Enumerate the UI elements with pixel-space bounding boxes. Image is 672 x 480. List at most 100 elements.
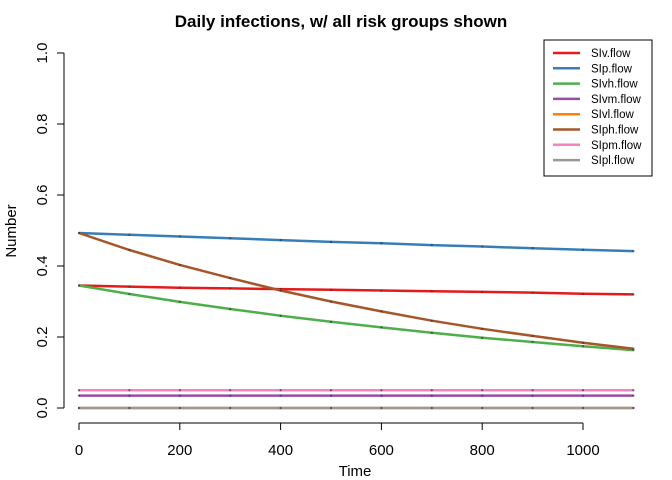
data-point: [77, 389, 81, 392]
data-point: [178, 300, 181, 303]
data-point: [581, 389, 585, 392]
data-point: [178, 263, 181, 267]
data-point: [481, 327, 484, 330]
data-point: [229, 389, 232, 392]
data-point: [178, 286, 181, 289]
data-point: [632, 389, 635, 392]
x-tick-label: 800: [470, 442, 495, 459]
x-axis-label: Time: [339, 463, 372, 480]
data-point: [581, 394, 585, 397]
legend-label: SIph.flow: [591, 125, 639, 137]
data-point: [329, 288, 333, 291]
data-point: [430, 389, 433, 392]
data-point: [128, 285, 131, 288]
legend-label: SIpm.flow: [591, 140, 642, 152]
data-point: [430, 331, 433, 334]
data-point: [279, 289, 282, 292]
data-point: [77, 394, 81, 397]
data-point: [581, 292, 585, 295]
series-line: [78, 231, 634, 350]
data-point: [632, 249, 635, 253]
legend-label: SIp.flow: [591, 63, 633, 75]
data-point: [632, 406, 635, 410]
data-point: [430, 290, 433, 293]
data-point: [481, 406, 484, 410]
data-point: [178, 394, 181, 397]
data-point: [329, 406, 333, 410]
data-point: [380, 242, 383, 245]
series-line: [78, 284, 634, 296]
data-point: [380, 406, 383, 410]
data-point: [380, 389, 383, 392]
y-tick-label: 0.0: [34, 398, 51, 419]
data-point: [128, 389, 131, 392]
data-point: [430, 394, 433, 397]
data-point: [229, 406, 232, 410]
data-point: [581, 248, 585, 251]
data-point: [229, 237, 232, 240]
x-tick-label: 200: [167, 442, 192, 459]
x-tick-label: 1000: [566, 442, 599, 459]
data-point: [329, 389, 333, 392]
y-tick-label: 0.8: [34, 114, 51, 135]
axes: 0 200 400 600 800 1000 0.0 0.2 0.4 0.6 0.8 1.0: [34, 43, 600, 459]
series-line: [78, 231, 634, 253]
legend-label: SIvm.flow: [591, 94, 642, 106]
data-point: [481, 389, 484, 392]
data-point: [77, 406, 81, 410]
data-point: [128, 233, 131, 236]
data-point: [329, 300, 333, 303]
series-layer: [77, 231, 635, 410]
data-point: [481, 336, 484, 339]
x-tick-label: 600: [369, 442, 394, 459]
legend: SIv.flow SIp.flow SIvh.flow SIvm.flow SIvl.f…: [543, 39, 653, 177]
data-point: [481, 290, 484, 294]
chart-title: Daily infections, w/ all risk groups sho…: [175, 12, 508, 31]
data-point: [380, 326, 383, 329]
data-point: [380, 310, 383, 313]
legend-label: SIvh.flow: [591, 79, 638, 91]
data-point: [178, 406, 181, 410]
data-point: [581, 345, 585, 348]
series-line: [78, 284, 634, 352]
data-point: [531, 334, 534, 338]
legend-label: SIpl.flow: [591, 155, 635, 167]
y-axis-label: Number: [3, 204, 20, 257]
legend-label: SIvl.flow: [591, 109, 635, 121]
data-point: [430, 319, 433, 322]
data-point: [531, 247, 534, 250]
legend-box: [543, 39, 653, 177]
data-point: [481, 394, 484, 397]
data-point: [128, 406, 131, 410]
data-point: [128, 248, 131, 252]
data-point: [531, 389, 534, 392]
x-tick-label: 0: [75, 442, 83, 459]
data-point: [229, 307, 232, 311]
data-point: [279, 389, 282, 392]
data-point: [531, 406, 534, 410]
data-point: [531, 340, 534, 344]
legend-label: SIv.flow: [591, 48, 631, 60]
data-point: [581, 341, 585, 344]
data-point: [632, 347, 635, 350]
data-point: [329, 394, 333, 397]
data-point: [128, 394, 131, 397]
data-point: [229, 276, 232, 280]
y-tick-label: 1.0: [34, 43, 51, 64]
y-tick-label: 0.4: [34, 256, 51, 277]
data-point: [178, 235, 181, 238]
data-point: [279, 406, 282, 410]
data-point: [380, 289, 383, 292]
x-tick-label: 400: [268, 442, 293, 459]
data-point: [531, 394, 534, 397]
data-point: [380, 394, 383, 397]
data-point: [229, 287, 232, 290]
data-point: [481, 245, 484, 248]
data-point: [329, 320, 333, 323]
data-point: [581, 406, 585, 410]
data-point: [329, 240, 333, 243]
data-point: [77, 284, 81, 287]
data-point: [279, 314, 282, 317]
data-point: [632, 394, 635, 397]
